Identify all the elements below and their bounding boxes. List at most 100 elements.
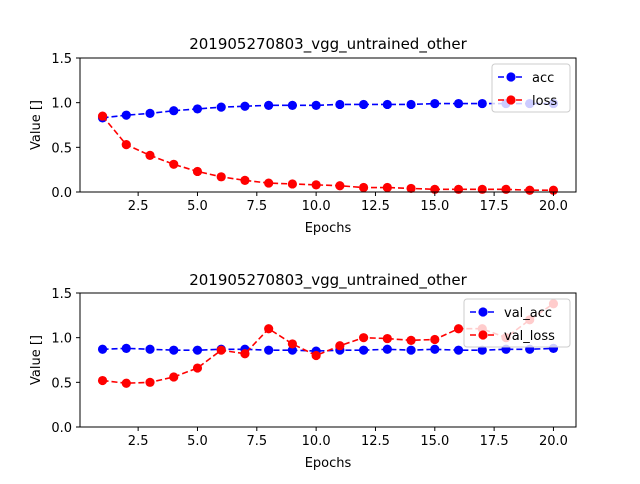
y-tick-label: 1.0: [51, 332, 72, 347]
y-tick-label: 1.5: [51, 287, 72, 302]
x-tick-label: 12.5: [361, 199, 390, 214]
x-tick-label: 5.0: [187, 434, 208, 449]
data-point-acc: [406, 99, 416, 110]
data-point-val-acc: [169, 345, 179, 355]
x-tick-label: 17.5: [480, 434, 509, 449]
data-point-loss: [477, 184, 487, 194]
data-point-loss: [501, 184, 511, 194]
data-point-loss: [145, 150, 155, 160]
data-point-val-acc: [192, 345, 203, 355]
data-point-loss: [406, 183, 416, 194]
y-axis-label: Value []: [29, 335, 44, 385]
data-point-val-acc: [430, 344, 440, 354]
chart-title: 201905270803_vgg_untrained_other: [189, 35, 467, 54]
data-point-val-loss: [382, 333, 392, 344]
x-tick-label: 20.0: [539, 199, 568, 214]
legend-marker-acc: [506, 72, 516, 82]
data-point-val-loss: [335, 341, 345, 351]
data-point-acc: [430, 98, 440, 109]
data-point-val-loss: [240, 349, 250, 359]
y-tick-label: 0.0: [51, 186, 72, 201]
data-point-loss: [335, 181, 345, 191]
data-point-val-loss: [145, 377, 155, 387]
data-point-val-acc: [358, 345, 369, 355]
y-tick-label: 0.5: [51, 376, 72, 391]
data-point-val-loss: [192, 363, 203, 373]
data-point-val-loss: [169, 372, 179, 382]
x-tick-label: 7.5: [246, 434, 267, 449]
data-point-acc: [145, 108, 155, 118]
y-tick-label: 0.0: [51, 421, 72, 436]
data-point-val-loss: [430, 334, 440, 345]
legend: acc loss: [491, 63, 571, 113]
x-axis-label: Epochs: [305, 221, 352, 236]
legend-box: [491, 63, 571, 113]
data-point-val-loss: [311, 350, 321, 361]
data-point-loss: [382, 182, 392, 193]
data-point-val-acc: [382, 344, 392, 354]
data-point-loss: [548, 185, 559, 195]
data-point-val-loss: [121, 378, 131, 388]
x-tick-label: 12.5: [361, 434, 390, 449]
data-point-loss: [121, 140, 131, 150]
data-point-acc: [358, 99, 369, 110]
y-tick-label: 0.5: [51, 141, 72, 156]
data-point-acc: [216, 102, 226, 112]
data-point-val-loss: [216, 345, 226, 355]
data-point-acc: [453, 98, 464, 109]
data-point-loss: [287, 179, 298, 189]
axes-frame: [79, 57, 577, 193]
subplot-top: 201905270803_vgg_untrained_other Epochs …: [29, 35, 577, 236]
legend: val_acc val_loss: [463, 298, 571, 348]
legend-label-val-acc: val_acc: [504, 306, 552, 321]
y-tick-label: 1.0: [51, 97, 72, 112]
data-point-val-acc: [453, 345, 464, 355]
data-point-val-acc: [406, 345, 416, 355]
x-tick-label: 5.0: [187, 199, 208, 214]
legend-marker-val-acc: [478, 307, 488, 317]
data-point-loss: [525, 185, 535, 195]
legend-label-val-loss: val_loss: [504, 329, 555, 344]
data-point-val-acc: [97, 344, 108, 354]
x-tick-label: 10.0: [302, 199, 331, 214]
x-tick-label: 2.5: [128, 434, 149, 449]
data-point-acc: [311, 100, 321, 110]
data-point-val-acc: [121, 343, 131, 353]
data-point-acc: [192, 104, 203, 114]
axes-frame: [79, 292, 577, 428]
data-point-acc: [382, 99, 392, 110]
x-tick-label: 20.0: [539, 434, 568, 449]
data-point-loss: [192, 166, 203, 177]
x-tick-label: 2.5: [128, 199, 149, 214]
data-point-val-acc: [264, 345, 274, 355]
data-point-val-loss: [453, 324, 464, 334]
chart-title: 201905270803_vgg_untrained_other: [189, 271, 467, 290]
data-point-loss: [358, 182, 369, 193]
data-point-loss: [97, 111, 108, 121]
data-point-loss: [240, 175, 250, 185]
data-point-val-loss: [287, 339, 298, 349]
data-point-loss: [264, 178, 274, 188]
x-tick-label: 15.0: [420, 434, 449, 449]
data-point-loss: [169, 159, 179, 169]
data-point-acc: [121, 110, 131, 120]
y-tick-label: 1.5: [51, 52, 72, 67]
data-point-val-loss: [97, 375, 108, 386]
x-tick-label: 10.0: [302, 434, 331, 449]
data-point-acc: [240, 101, 250, 111]
x-tick-label: 7.5: [246, 199, 267, 214]
legend-marker-val-loss: [478, 330, 488, 340]
y-axis-label: Value []: [29, 100, 44, 150]
data-point-acc: [264, 100, 274, 110]
data-point-acc: [335, 99, 345, 110]
legend-label-loss: loss: [532, 94, 557, 109]
x-tick-label: 17.5: [480, 199, 509, 214]
data-point-val-loss: [358, 333, 369, 343]
data-point-val-acc: [145, 344, 155, 354]
data-point-loss: [311, 180, 321, 190]
data-point-val-loss: [406, 335, 416, 345]
data-point-loss: [216, 172, 226, 182]
x-axis-label: Epochs: [305, 456, 352, 471]
data-point-acc: [169, 106, 179, 116]
